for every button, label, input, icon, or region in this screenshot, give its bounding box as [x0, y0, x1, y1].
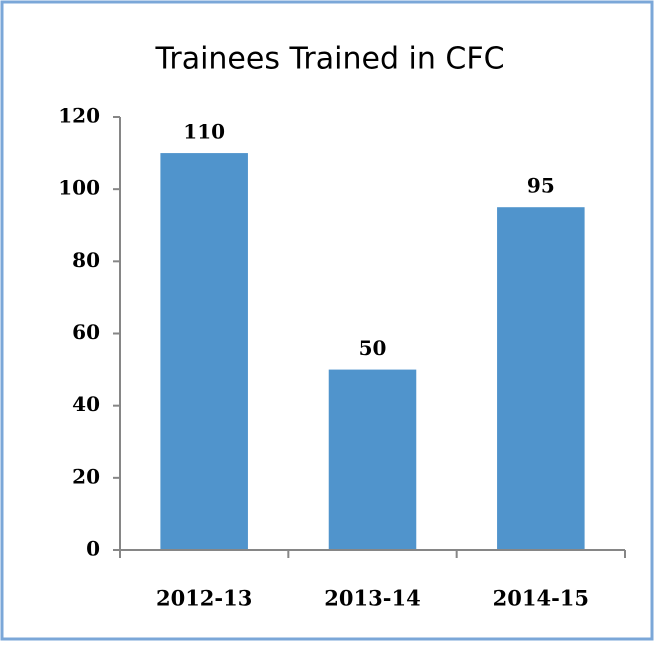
y-tick-label: 80: [72, 248, 100, 272]
x-tick-label: 2012-13: [156, 586, 252, 611]
bar: [160, 153, 248, 551]
x-tick-label: 2014-15: [493, 586, 589, 611]
bar: [328, 369, 417, 550]
bar: [497, 207, 585, 551]
data-label: 110: [183, 120, 225, 144]
y-tick-label: 120: [58, 104, 100, 128]
data-label: 50: [359, 336, 387, 360]
chart-title: Trainees Trained in CFC: [154, 42, 504, 77]
data-label: 95: [527, 174, 555, 198]
y-tick-label: 60: [72, 320, 100, 344]
y-tick-label: 20: [72, 464, 100, 488]
y-tick-label: 40: [72, 392, 100, 416]
y-tick-label: 100: [58, 176, 100, 200]
y-tick-label: 0: [86, 537, 100, 561]
x-tick-label: 2013-14: [324, 586, 420, 611]
